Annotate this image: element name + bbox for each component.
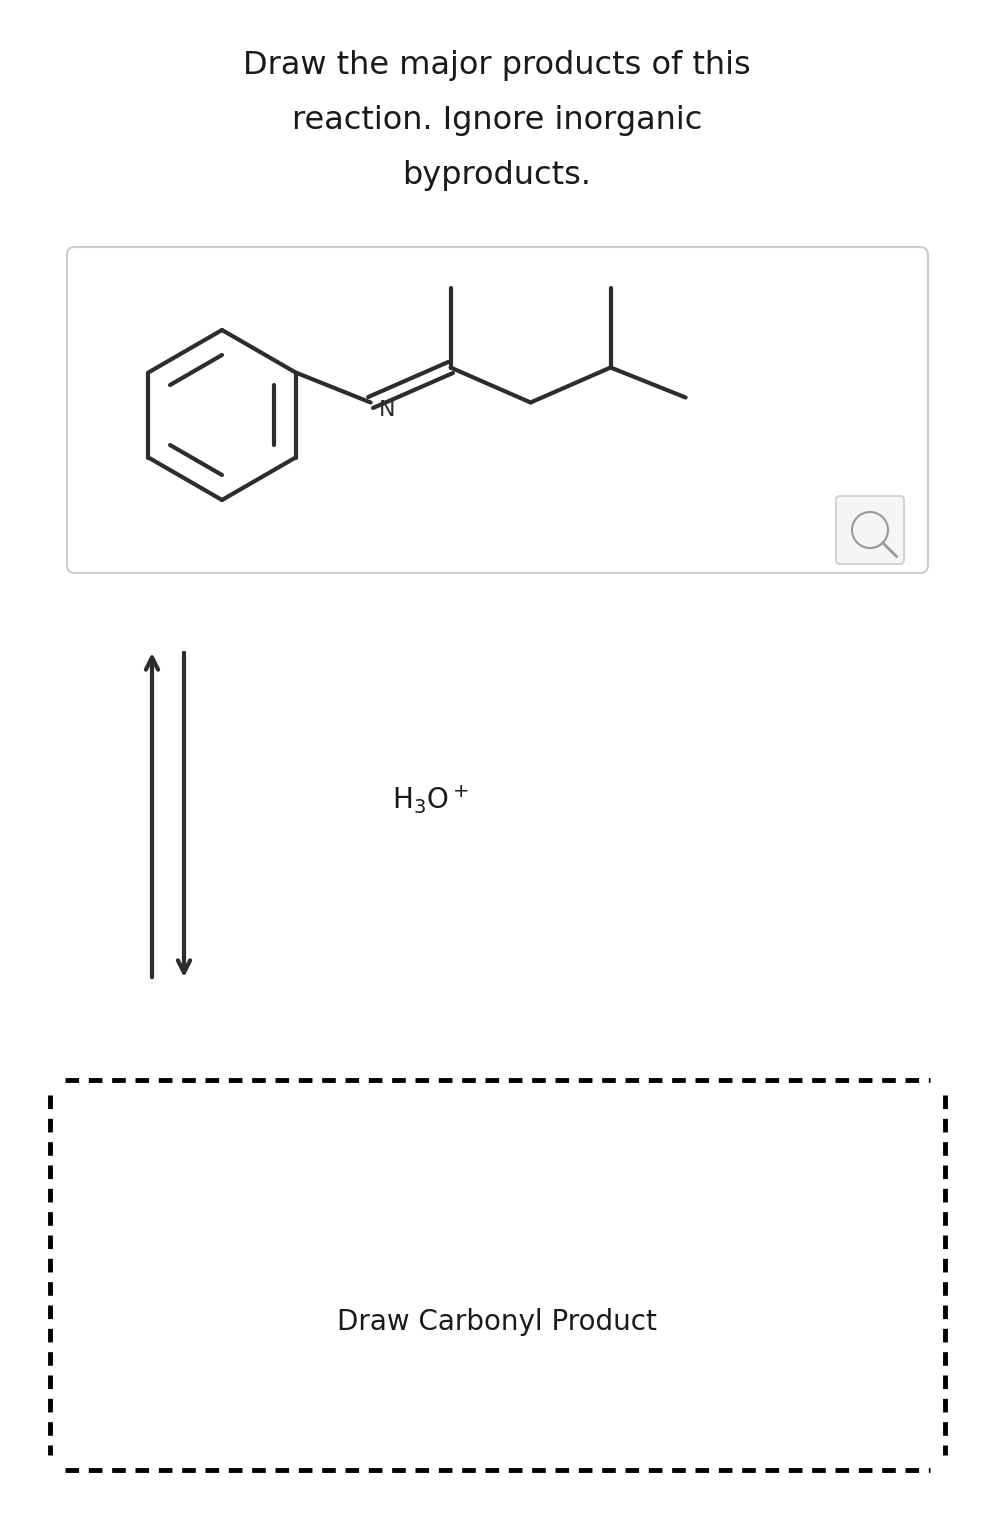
FancyBboxPatch shape <box>45 1075 950 1475</box>
FancyBboxPatch shape <box>836 496 904 564</box>
Text: H$_3$O$^+$: H$_3$O$^+$ <box>392 784 468 816</box>
Text: byproducts.: byproducts. <box>403 160 591 191</box>
Text: Draw the major products of this: Draw the major products of this <box>244 49 750 82</box>
Text: Draw Carbonyl Product: Draw Carbonyl Product <box>337 1307 657 1335</box>
Text: reaction. Ignore inorganic: reaction. Ignore inorganic <box>292 105 702 136</box>
FancyBboxPatch shape <box>67 246 928 573</box>
Text: N: N <box>379 399 395 419</box>
